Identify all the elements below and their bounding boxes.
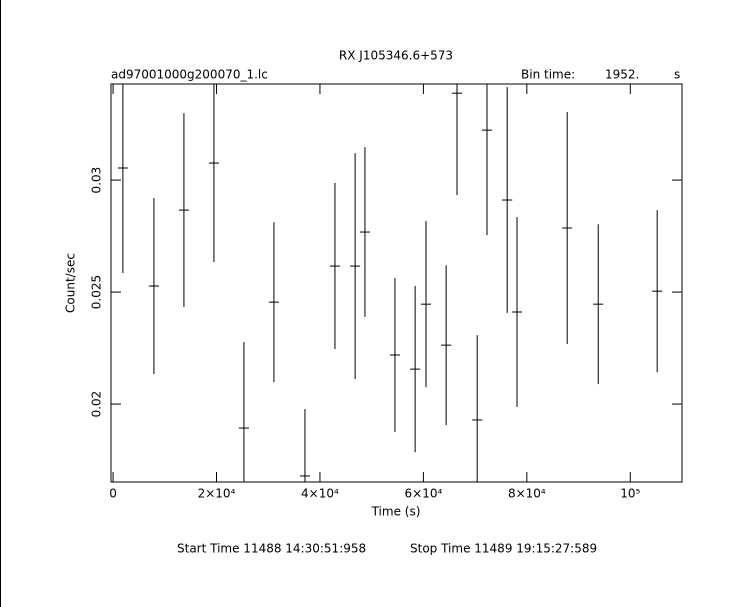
stop-time: Stop Time 11489 19:15:27:589: [410, 542, 597, 556]
start-time: Start Time 11488 14:30:51:958: [177, 542, 366, 556]
y-tick-label: 0.025: [90, 275, 104, 309]
plot-area: [117, 84, 663, 482]
y-tick-label: 0.03: [90, 167, 104, 194]
chart-title: RX J105346.6+573: [339, 49, 453, 63]
x-tick-label: 6×10⁴: [405, 487, 443, 501]
x-tick-label: 2×10⁴: [198, 487, 236, 501]
x-axis-label: Time (s): [371, 505, 421, 519]
bin-value: 1952.: [605, 68, 639, 82]
x-tick-label: 8×10⁴: [508, 487, 546, 501]
y-axis-label: Count/sec: [64, 253, 78, 313]
x-tick-label: 0: [109, 487, 117, 501]
x-tick-label: 4×10⁴: [301, 487, 339, 501]
file-label: ad97001000g200070_1.lc: [111, 68, 268, 82]
bin-label: Bin time:: [521, 68, 575, 82]
bin-unit: s: [674, 68, 680, 82]
y-tick-label: 0.02: [90, 391, 104, 418]
plot-frame: [110, 83, 683, 483]
x-tick-label: 10⁵: [620, 487, 640, 501]
